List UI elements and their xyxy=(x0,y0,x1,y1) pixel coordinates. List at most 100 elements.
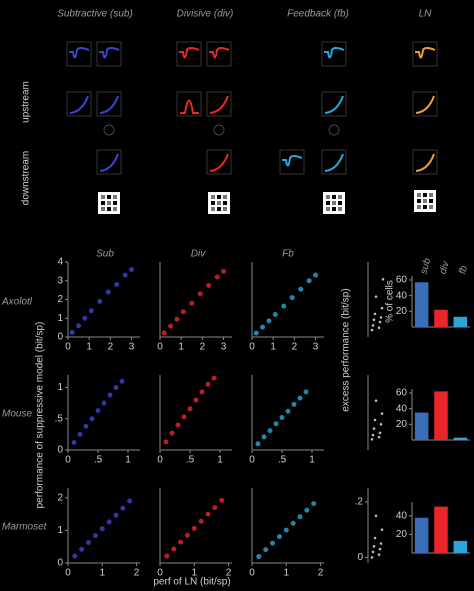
bar xyxy=(434,309,448,327)
point xyxy=(373,418,377,422)
stimulus-pixel xyxy=(326,195,330,199)
stimulus-pixel xyxy=(423,205,427,209)
stimulus-pixel xyxy=(113,201,117,205)
y-tick-label: 60 xyxy=(396,275,408,286)
point xyxy=(205,511,211,517)
point xyxy=(256,553,262,559)
point xyxy=(189,300,195,306)
diagram-box xyxy=(96,41,122,67)
point xyxy=(82,315,88,321)
point xyxy=(370,437,374,441)
point xyxy=(372,545,376,548)
y-tick-label: 20 xyxy=(396,529,408,540)
diagram-box xyxy=(176,91,202,117)
point xyxy=(270,540,276,546)
point xyxy=(313,272,319,278)
point xyxy=(113,512,119,518)
y-tick-label: 40 xyxy=(396,403,408,414)
point xyxy=(380,306,384,310)
point xyxy=(379,316,383,319)
excess-label: excess performance (bit/sp) xyxy=(341,288,352,411)
point xyxy=(69,329,75,335)
diagram-box xyxy=(176,41,202,67)
point xyxy=(281,303,287,309)
x-tick-label: 0 xyxy=(157,342,163,353)
x-tick-label: 1 xyxy=(100,568,106,579)
point xyxy=(263,547,269,553)
point xyxy=(88,308,94,314)
diagram-column: Subtractive (sub) xyxy=(57,9,133,20)
x-tick-label: 1 xyxy=(178,342,184,353)
point xyxy=(377,326,381,330)
diagram-box xyxy=(206,149,232,175)
point xyxy=(101,400,107,406)
x-tick-label: 2 xyxy=(134,568,140,579)
x-tick-label: .5 xyxy=(278,455,287,466)
stimulus-pixel xyxy=(211,195,215,199)
point xyxy=(79,546,85,552)
x-tick-label: 3 xyxy=(313,342,319,353)
x-tick-label: 1 xyxy=(86,342,92,353)
stimulus-pixel xyxy=(101,201,105,205)
point xyxy=(378,320,382,324)
point xyxy=(178,539,184,545)
diagram-box xyxy=(96,149,122,175)
point xyxy=(72,553,78,559)
bar xyxy=(434,391,448,440)
point xyxy=(379,422,383,426)
point xyxy=(377,553,381,556)
x-tick-label: 0 xyxy=(65,568,71,579)
point xyxy=(266,318,272,324)
y-tick-label: 0 xyxy=(57,332,63,343)
stimulus-pixel xyxy=(332,195,336,199)
diagram-box xyxy=(66,91,92,117)
diagram-box xyxy=(206,41,232,67)
y-tick-label: 1 xyxy=(57,382,63,393)
point xyxy=(184,532,190,538)
x-tick-label: 0 xyxy=(157,455,163,466)
stimulus-pixel xyxy=(113,195,117,199)
point xyxy=(205,381,211,387)
stimulus-pixel xyxy=(101,195,105,199)
bar xyxy=(434,506,448,553)
stimulus-pixel xyxy=(223,207,227,211)
point xyxy=(306,278,312,284)
point xyxy=(289,295,295,301)
stimulus-pixel xyxy=(107,195,111,199)
x-tick-label: .5 xyxy=(186,455,195,466)
x-tick-label: 3 xyxy=(221,342,227,353)
point xyxy=(260,324,266,330)
point xyxy=(191,525,197,531)
y-tick-label: 1 xyxy=(57,525,63,536)
stimulus-pixel xyxy=(223,201,227,205)
point xyxy=(212,505,218,511)
x-tick-label: 2 xyxy=(292,342,298,353)
y-tick-label: 20 xyxy=(396,306,408,317)
point xyxy=(95,408,101,414)
point xyxy=(114,282,120,287)
stimulus-pixel xyxy=(423,193,427,197)
point xyxy=(303,389,309,395)
y-tick-label: 2 xyxy=(57,294,63,305)
point xyxy=(161,330,167,336)
point xyxy=(279,415,285,420)
diagram xyxy=(66,41,438,214)
point xyxy=(127,498,133,504)
point xyxy=(297,395,303,401)
point xyxy=(211,375,217,381)
point xyxy=(99,526,105,532)
filter-curve xyxy=(69,47,90,59)
point xyxy=(298,286,304,292)
y-tick-label: 2 xyxy=(57,492,63,503)
point xyxy=(180,309,186,315)
stimulus-pixel xyxy=(211,201,215,205)
point xyxy=(371,433,375,437)
nonlinearity-curve xyxy=(99,95,119,114)
bar xyxy=(453,437,468,440)
y-tick-label: 40 xyxy=(396,511,408,522)
point xyxy=(168,323,174,329)
stimulus-pixel xyxy=(338,195,342,199)
stimulus-pixel xyxy=(338,201,342,205)
point xyxy=(199,389,205,395)
point xyxy=(214,274,220,280)
